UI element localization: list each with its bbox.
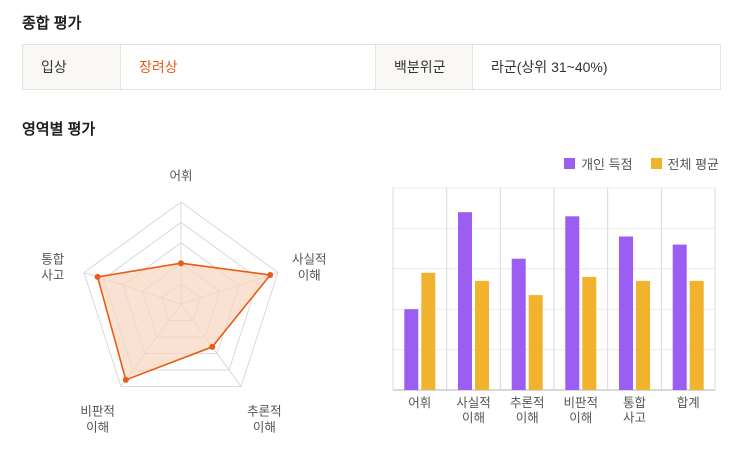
overall-evaluation-title: 종합 평가: [22, 15, 82, 32]
svg-text:이해: 이해: [462, 411, 485, 425]
bar-chart-legend: 개인 득점 전체 평균: [389, 154, 725, 182]
award-value-cell: 장려상: [120, 44, 376, 90]
svg-text:추론적: 추론적: [247, 405, 282, 419]
svg-text:어휘: 어휘: [408, 396, 431, 410]
svg-text:사고: 사고: [41, 269, 64, 283]
svg-text:통합: 통합: [41, 253, 65, 267]
legend-item-average: 전체 평균: [650, 154, 719, 173]
svg-text:추론적: 추론적: [510, 396, 545, 410]
personal-legend-swatch-icon: [564, 158, 576, 169]
svg-text:이해: 이해: [298, 269, 321, 283]
charts-row: 어휘 사실적 이해 추론적 이해 비판적 이해 통합 사고 개인 득점 전체 평균 어휘 사실적 이…: [0, 150, 743, 453]
summary-table-row: 입상 장려상 백분위군 라군(상위 31~40%): [22, 44, 721, 90]
average-legend-swatch-icon: [650, 158, 662, 169]
average-legend-label: 전체 평균: [667, 157, 719, 172]
svg-text:어휘: 어휘: [169, 169, 192, 183]
percentile-label-cell: 백분위군: [375, 44, 473, 90]
svg-text:이해: 이해: [516, 411, 539, 425]
overall-evaluation-section: 종합 평가 입상 장려상 백분위군 라군(상위 31~40%) 영역별 평가: [0, 0, 743, 150]
svg-text:이해: 이해: [569, 411, 592, 425]
svg-text:통합: 통합: [623, 396, 647, 410]
personal-legend-label: 개인 득점: [581, 157, 633, 172]
bar-chart: 개인 득점 전체 평균 어휘 사실적 이해 추론적 이해 비판적 이해 통합 사고 합계: [389, 152, 725, 449]
svg-text:비판적: 비판적: [564, 396, 599, 410]
svg-text:사실적: 사실적: [456, 396, 491, 410]
svg-text:합계: 합계: [677, 396, 700, 410]
svg-text:이해: 이해: [253, 421, 276, 435]
percentile-value-cell: 라군(상위 31~40%): [472, 44, 721, 90]
svg-text:사실적: 사실적: [292, 253, 327, 267]
legend-item-personal: 개인 득점: [564, 154, 633, 173]
svg-text:비판적: 비판적: [80, 405, 115, 419]
svg-text:이해: 이해: [86, 421, 109, 435]
summary-table: 입상 장려상 백분위군 라군(상위 31~40%): [22, 44, 721, 90]
radar-chart: 어휘 사실적 이해 추론적 이해 비판적 이해 통합 사고: [26, 152, 346, 453]
area-evaluation-title: 영역별 평가: [22, 121, 96, 138]
award-label-cell: 입상: [22, 44, 121, 90]
svg-text:사고: 사고: [623, 411, 646, 425]
